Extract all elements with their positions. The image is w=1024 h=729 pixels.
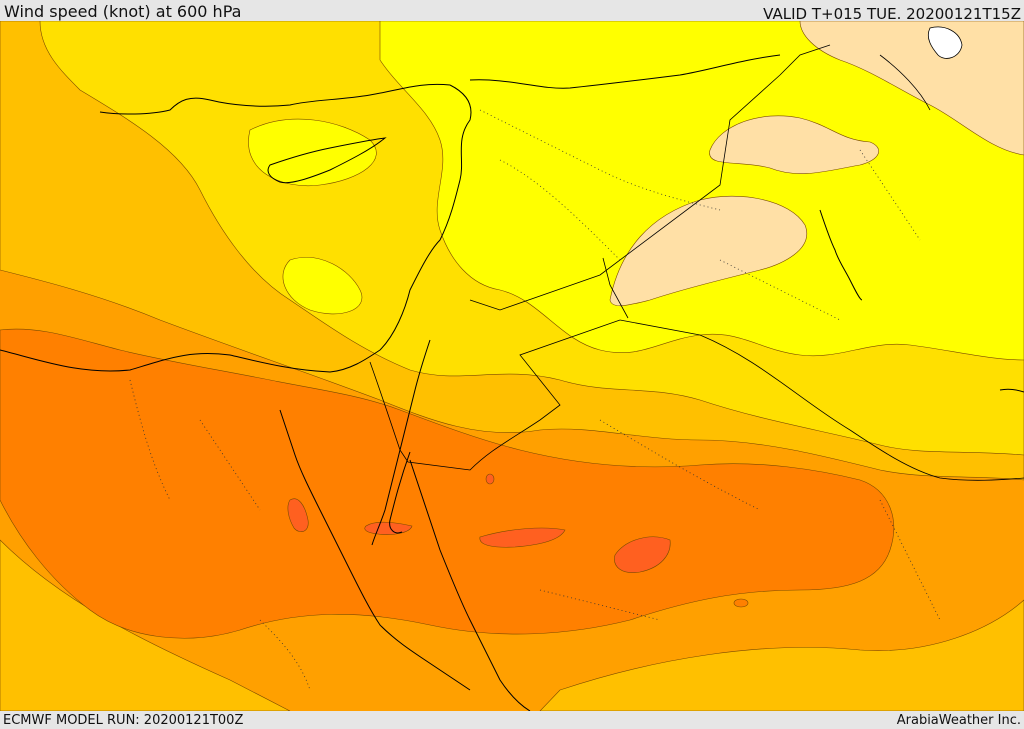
band-light (282, 257, 363, 315)
band-very-strong (287, 498, 309, 533)
map-title: Wind speed (knot) at 600 hPa (4, 2, 242, 21)
band-moderate (539, 599, 1024, 711)
wind-speed-map (0, 21, 1024, 711)
footer-bar (0, 711, 1024, 729)
model-run-label: ECMWF MODEL RUN: 20200121T00Z (3, 713, 244, 728)
band-very-strong (485, 473, 495, 485)
header-bar: Wind speed (knot) at 600 hPa VALID T+015… (0, 0, 1024, 23)
admin-boundaries (129, 109, 941, 691)
valid-time: VALID T+015 TUE. 20200121T15Z (763, 5, 1021, 23)
lake-van (927, 26, 963, 59)
band-calm (609, 195, 808, 307)
credit-label: ArabiaWeather Inc. (896, 713, 1021, 728)
band-very-strong (614, 536, 671, 573)
band-light (379, 21, 1024, 361)
band-moderate (733, 598, 749, 608)
band-moderate (0, 539, 291, 711)
band-calm (709, 115, 879, 174)
band-very-strong (479, 527, 566, 548)
band-strong (0, 328, 894, 639)
political-borders (369, 44, 1024, 481)
